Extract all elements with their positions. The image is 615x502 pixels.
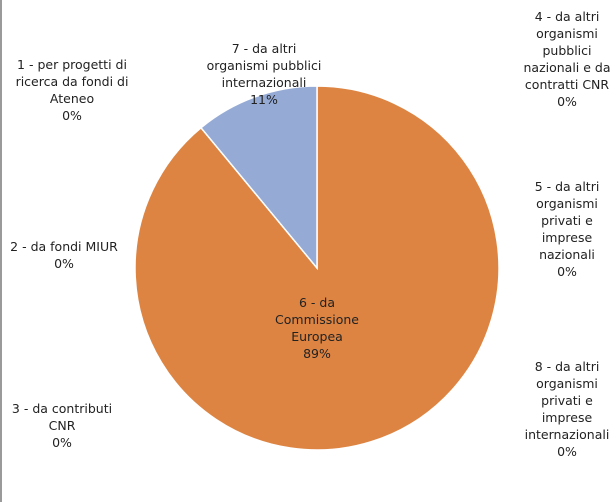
value-label: 11%: [250, 92, 278, 107]
category-name: 6 - da Commissione Europea: [275, 295, 359, 344]
slice-label: 8 - da altri organismi privati e imprese…: [517, 358, 615, 460]
value-label: 89%: [303, 346, 331, 361]
category-name: 1 - per progetti di ricerca da fondi di …: [15, 57, 129, 106]
slice-label: 4 - da altri organismi pubblici nazional…: [517, 8, 615, 110]
slice-label: 3 - da contributi CNR 0%: [7, 400, 117, 451]
category-name: 5 - da altri organismi privati e imprese…: [534, 179, 600, 262]
category-name: 4 - da altri organismi pubblici nazional…: [523, 9, 611, 92]
category-name: 7 - da altri organismi pubblici internaz…: [206, 41, 322, 90]
value-label: 0%: [62, 108, 82, 123]
value-label: 0%: [557, 444, 577, 459]
slice-label: 1 - per progetti di ricerca da fondi di …: [7, 56, 137, 124]
pie-slice: [199, 85, 318, 271]
category-name: 8 - da altri organismi privati e imprese…: [524, 359, 610, 442]
value-label: 0%: [557, 264, 577, 279]
slice-label: 6 - da Commissione Europea 89%: [257, 294, 377, 362]
slice-label: 7 - da altri organismi pubblici internaz…: [204, 40, 324, 108]
value-label: 0%: [54, 256, 74, 271]
category-name: 3 - da contributi CNR: [11, 401, 113, 433]
slice-label: 5 - da altri organismi privati e imprese…: [517, 178, 615, 280]
category-name: 2 - da fondi MIUR: [10, 239, 118, 254]
value-label: 0%: [557, 94, 577, 109]
value-label: 0%: [52, 435, 72, 450]
slice-label: 2 - da fondi MIUR 0%: [9, 238, 119, 272]
